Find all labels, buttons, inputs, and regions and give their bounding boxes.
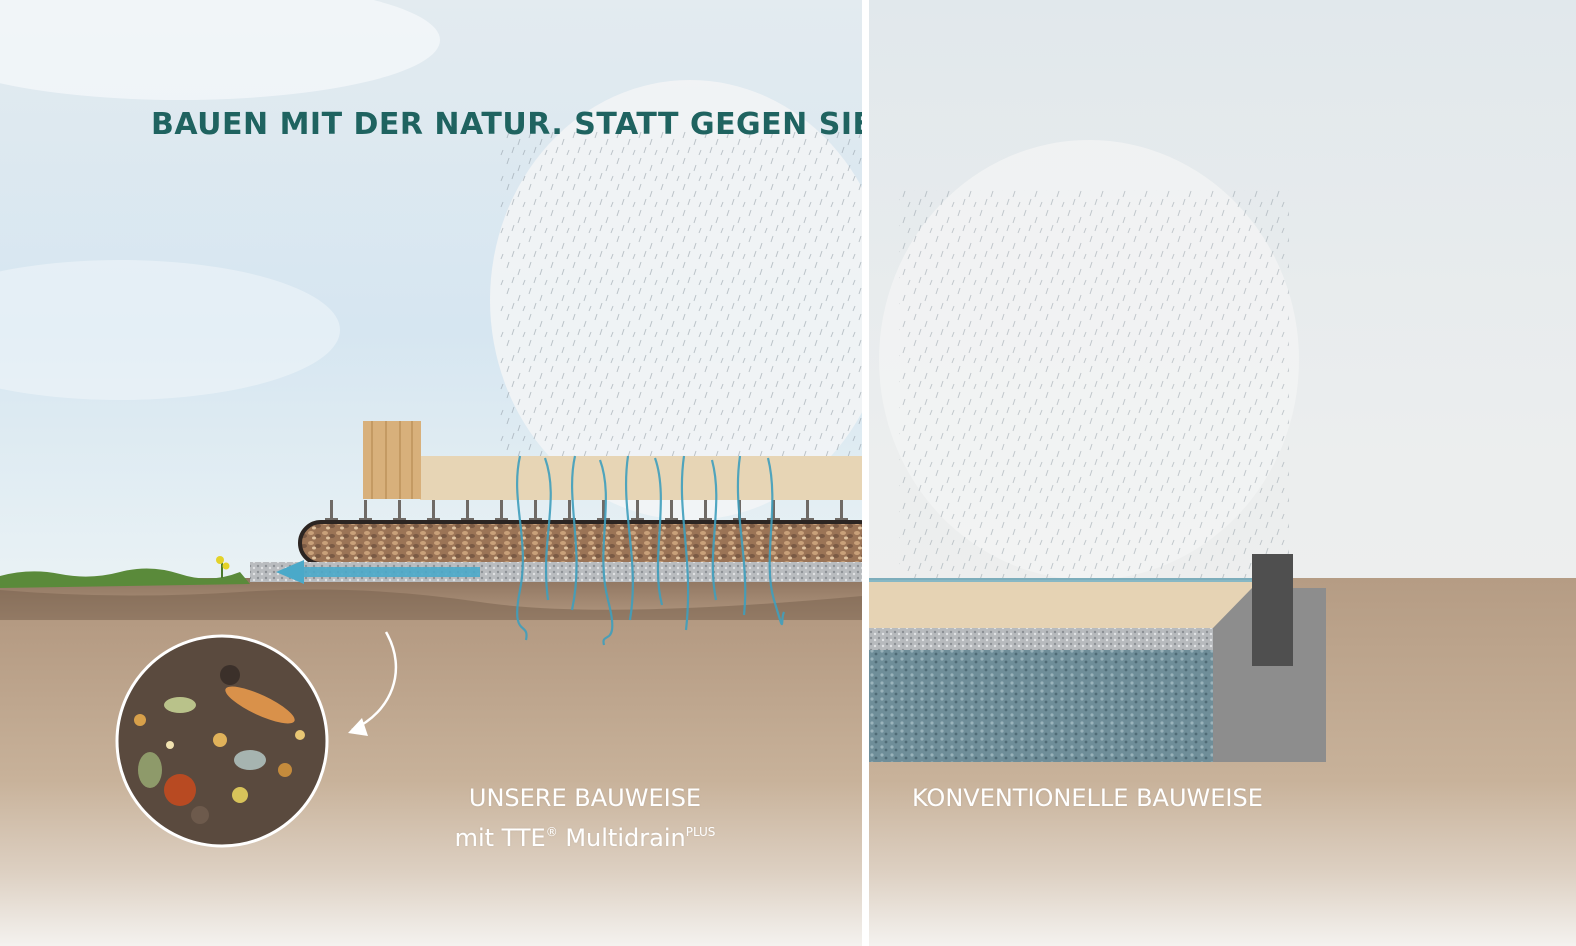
- registered-mark: ®: [545, 825, 558, 839]
- drain-element: [298, 520, 862, 566]
- caption-our-method: UNSERE BAUWEISE mit TTE® MultidrainPLUS: [440, 781, 730, 855]
- flower-icon: [216, 556, 230, 578]
- rain-cloud: [490, 80, 862, 520]
- wooden-post: [363, 421, 421, 499]
- caption-our-method-line2: mit TTE® MultidrainPLUS: [440, 815, 730, 855]
- sand-layer: [869, 580, 1269, 628]
- caption-product: Multidrain: [557, 824, 686, 852]
- saturated-gravel: [869, 650, 1213, 762]
- infiltration-streams: [516, 455, 786, 646]
- product-superscript: PLUS: [685, 825, 716, 839]
- surface-water: [869, 578, 1269, 582]
- caption-prefix: mit TTE: [454, 824, 546, 852]
- curved-arrow: [351, 631, 398, 732]
- panel-our-method: BAUEN MIT DER NATUR. STATT GEGEN SIE. UN…: [0, 0, 862, 946]
- conventional-method-scene: [869, 0, 1576, 946]
- caption-conventional-method: KONVENTIONELLE BAUWEISE: [912, 784, 1263, 812]
- soil-organisms-inset: [115, 634, 329, 848]
- caption-our-method-line1: UNSERE BAUWEISE: [468, 784, 702, 812]
- deck-boards: [420, 456, 862, 500]
- gravel-layer: [869, 628, 1213, 650]
- water-flow-arrow: [276, 560, 480, 584]
- panel-divider: [862, 0, 869, 946]
- rain-cloud-conventional: [879, 140, 1299, 580]
- panel-conventional-method: KONVENTIONELLE BAUWEISE: [869, 0, 1576, 946]
- concrete-curb: [1213, 554, 1326, 762]
- grass-strip: [0, 568, 250, 588]
- headline: BAUEN MIT DER NATUR. STATT GEGEN SIE.: [151, 107, 862, 142]
- our-method-scene: [0, 0, 862, 946]
